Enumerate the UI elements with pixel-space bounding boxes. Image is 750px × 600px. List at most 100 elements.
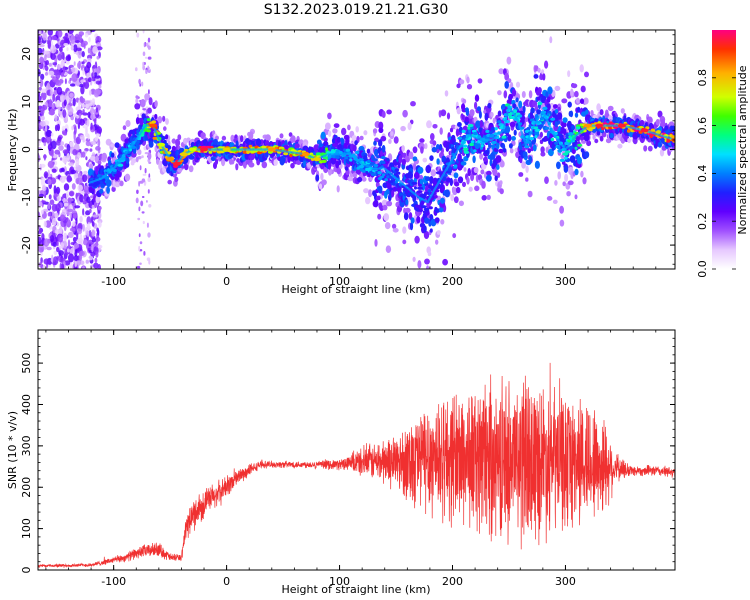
spectrogram-noise-blob <box>38 86 42 91</box>
spectrogram-energy-blob <box>160 135 166 141</box>
spectrogram-noise-blob <box>63 183 70 191</box>
spectrogram-noise-blob <box>69 191 74 197</box>
spectrogram-energy-blob <box>623 115 627 121</box>
spectrogram-noise-blob <box>85 141 91 147</box>
spectrogram-energy-blob <box>574 194 578 200</box>
spectrogram-energy-blob <box>579 136 585 141</box>
spectrogram-noise-blob <box>83 170 88 175</box>
spectrogram-energy-blob <box>462 125 468 131</box>
spectrogram-noise-blob <box>50 40 54 50</box>
spectrogram-noise-blob <box>43 238 50 247</box>
spectrogram-noise-blob <box>51 218 57 226</box>
spectrogram-noise-blob <box>59 39 66 48</box>
spectrogram-energy-blob <box>647 116 653 125</box>
spectrogram-energy-blob <box>467 168 472 177</box>
spectrogram-noise-blob <box>47 40 52 49</box>
spectrogram-energy-blob <box>404 155 410 163</box>
spectrogram-energy-blob <box>462 181 466 188</box>
spectrogram-noise-blob <box>77 61 82 69</box>
spectrogram-noise-blob <box>38 95 42 102</box>
spectrogram-noise-blob <box>57 64 61 70</box>
spectrogram-energy-blob <box>441 155 447 163</box>
spectrogram-noise-blob <box>141 178 146 183</box>
spectrogram-energy-blob <box>377 171 382 175</box>
spectrogram-energy-blob <box>488 144 492 148</box>
spectrogram-energy-blob <box>490 141 497 145</box>
spectrogram-energy-blob <box>329 150 336 154</box>
colorbar-tick-label: 0.6 <box>696 117 709 135</box>
spectrogram-energy-blob <box>465 108 470 117</box>
spectrogram-energy-blob <box>88 183 94 187</box>
spectrogram-energy-blob <box>490 112 494 118</box>
spectrogram-energy-blob <box>425 165 432 174</box>
spectrogram-energy-blob <box>363 130 368 136</box>
spectrogram-noise-blob <box>48 62 52 67</box>
spectrogram-energy-blob <box>165 134 169 140</box>
spectrogram-noise-blob <box>50 132 54 137</box>
spectrogram-y-axis-label: Frequency (Hz) <box>6 109 19 192</box>
spectrogram-energy-blob <box>577 143 583 147</box>
spectrogram-noise-blob <box>43 50 50 55</box>
spectrogram-noise-blob <box>40 120 46 127</box>
spectrogram-energy-blob <box>431 146 437 153</box>
spectrogram-noise-blob <box>145 69 148 75</box>
spectrogram-energy-blob <box>659 149 665 157</box>
spectrogram-energy-blob <box>386 158 390 162</box>
spectrogram-noise-blob <box>57 234 64 243</box>
spectrogram-noise-blob <box>139 262 142 265</box>
spectrogram-energy-blob <box>410 101 416 107</box>
spectrogram-noise-blob <box>71 183 76 190</box>
spectrogram-noise-blob <box>91 244 94 253</box>
spectrogram-energy-blob <box>338 159 342 166</box>
spectrogram-energy-blob <box>552 199 558 204</box>
spectrogram-energy-blob <box>474 142 481 150</box>
spectrogram-energy-blob <box>567 101 572 108</box>
spectrogram-noise-blob <box>42 31 47 41</box>
spectrogram-noise-blob <box>93 262 99 269</box>
spectrogram-energy-blob <box>525 165 529 173</box>
spectrogram-energy-blob <box>392 186 397 192</box>
spectrogram-energy-blob <box>559 158 566 162</box>
spectrogram-energy-blob <box>559 205 564 214</box>
spectrogram-energy-blob <box>585 109 589 115</box>
spectrogram-noise-blob <box>79 250 85 257</box>
spectrogram-energy-blob <box>501 135 507 139</box>
spectrogram-noise-blob <box>43 220 47 228</box>
spectrogram-energy-blob <box>148 141 154 148</box>
spectrogram-noise-blob <box>78 99 81 108</box>
spectrogram-noise-blob <box>87 111 91 118</box>
spectrogram-energy-blob <box>347 175 354 182</box>
spectrogram-energy-blob <box>513 129 517 136</box>
spectrogram-noise-blob <box>38 44 45 48</box>
spectrogram-energy-blob <box>414 204 421 208</box>
spectrogram-energy-blob <box>484 112 489 121</box>
spectrogram-energy-blob <box>147 152 152 160</box>
spectrogram-energy-blob <box>490 133 495 138</box>
spectrogram-noise-blob <box>86 196 91 204</box>
spectrogram-noise-blob <box>47 30 53 36</box>
spectrogram-energy-blob <box>497 110 502 117</box>
spectrogram-noise-blob <box>140 200 144 207</box>
x-tick-label: 300 <box>555 575 576 588</box>
spectrogram-energy-blob <box>419 178 424 185</box>
spectrogram-energy-blob <box>554 108 559 114</box>
spectrogram-noise-blob <box>68 162 74 167</box>
spectrogram-noise-blob <box>69 77 72 82</box>
spectrogram-noise-blob <box>53 250 58 256</box>
spectrogram-noise-blob <box>80 85 85 95</box>
spectrogram-noise-blob <box>41 209 44 215</box>
spectrogram-energy-blob <box>381 173 386 177</box>
spectrogram-energy-blob <box>208 150 213 154</box>
spectrogram-energy-blob <box>284 156 288 164</box>
spectrogram-energy-blob <box>106 186 110 194</box>
spectrogram-energy-blob <box>372 158 378 162</box>
spectrogram-energy-blob <box>495 155 502 163</box>
spectrogram-energy-blob <box>446 141 451 150</box>
y-tick-label: 400 <box>20 394 33 415</box>
spectrogram-energy-blob <box>507 134 512 142</box>
spectrogram-peak-spot <box>617 123 626 128</box>
spectrogram-energy-blob <box>557 128 561 132</box>
spectrogram-noise-blob <box>81 51 85 58</box>
spectrogram-energy-blob <box>387 180 394 184</box>
spectrogram-noise-blob <box>62 130 67 136</box>
